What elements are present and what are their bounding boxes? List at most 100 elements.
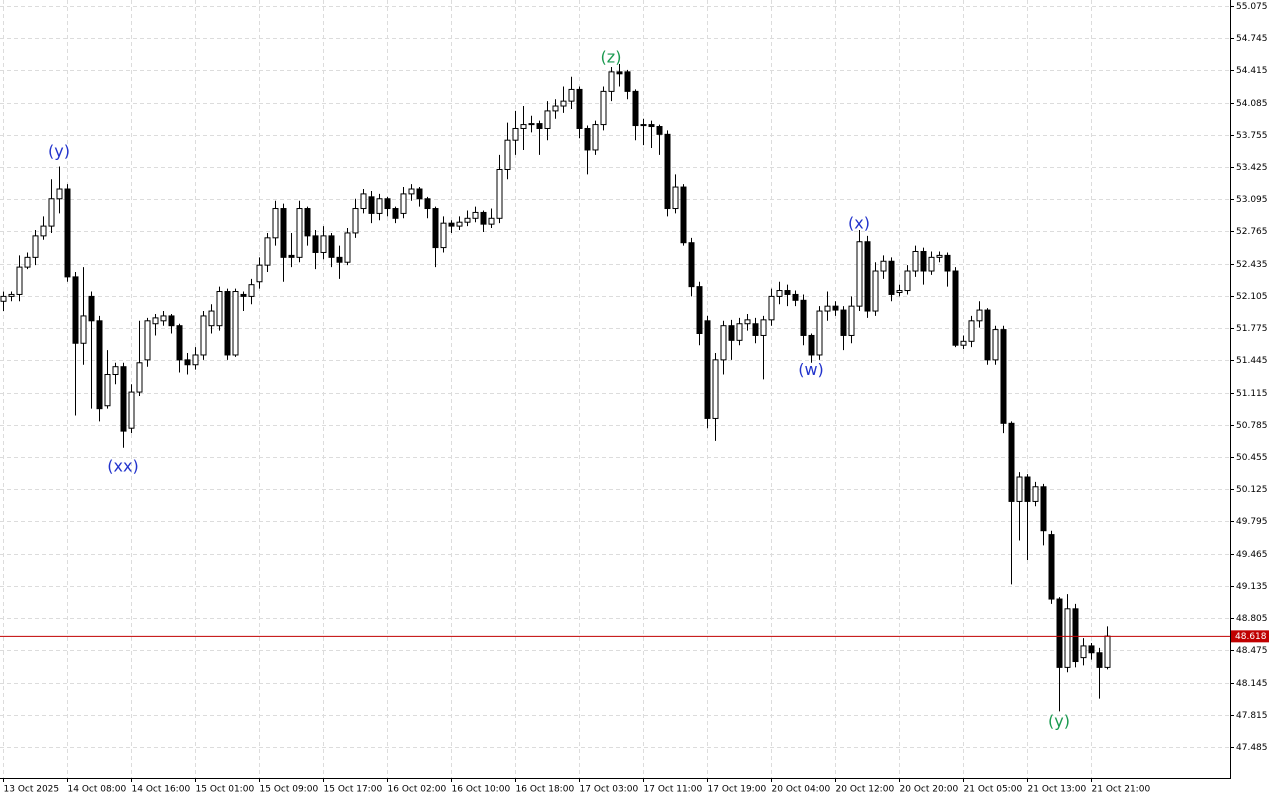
candle-body [576,88,583,129]
y-tick-label: 53.755 [1236,131,1268,141]
candle-body [920,250,927,272]
candle-body [680,186,687,244]
candle-body [1096,652,1103,668]
y-tick-label: 54.085 [1236,99,1268,109]
candle-body [96,320,103,410]
x-tick-label: 14 Oct 08:00 [68,785,127,795]
candle-body [280,208,287,258]
candle-body [336,256,343,263]
candle-body [536,123,543,129]
y-tick-label: 51.775 [1236,324,1268,334]
candle-body [752,323,759,336]
x-tick-label: 16 Oct 18:00 [516,785,575,795]
y-tick-label: 52.435 [1236,260,1268,270]
candle-body [112,366,119,376]
candle-body [904,270,911,292]
candle-body [776,290,783,297]
candle-body [600,90,607,126]
candle-body [376,198,383,214]
candle-body [1040,486,1047,532]
candle-body [224,291,231,356]
candle-body [1032,486,1039,502]
y-tick-label: 48.805 [1236,614,1268,624]
x-tick-label: 20 Oct 04:00 [772,785,831,795]
candle-body [144,320,151,361]
candle-body [408,188,415,195]
candle-body [104,374,111,407]
candle-body [504,139,511,170]
candle-body [1072,608,1079,663]
wave-label: (y) [1048,712,1070,731]
x-tick-label: 13 Oct 2025 [4,785,60,795]
candle-body [0,295,7,302]
x-tick-label: 15 Oct 01:00 [196,785,255,795]
y-tick-label: 49.465 [1236,550,1268,560]
candle-body [640,124,647,127]
candle-body [568,88,575,102]
candle-body [152,317,159,325]
candle-body [368,196,375,214]
candle-body [624,71,631,92]
candle-body [440,222,447,249]
candle-body [808,334,815,356]
candle-body [512,127,519,141]
candle-body [176,325,183,361]
candle-body [424,198,431,210]
candle-body [1104,635,1111,668]
candle-body [552,105,559,112]
candle-body [792,293,799,301]
x-tick-label: 20 Oct 20:00 [900,785,959,795]
x-tick-label: 17 Oct 11:00 [644,785,703,795]
candle-body [592,124,599,151]
candle-body [288,254,295,258]
candle-body [56,188,63,200]
candle-body [736,323,743,341]
candle-body [216,291,223,327]
candle-body [800,299,807,336]
candle-body [936,254,943,258]
candle-body [992,329,999,361]
candle-body [496,168,503,219]
candle-body [488,217,495,225]
candle-body [760,319,767,336]
candle-body [344,232,351,263]
x-tick-label: 14 Oct 16:00 [132,785,191,795]
candle-body [784,290,791,295]
candle-body [184,359,191,366]
candle-body [696,286,703,334]
candle-body [528,123,535,126]
candle-body [264,237,271,266]
candle-body [480,211,487,225]
candle-body [520,124,527,129]
candle-body [560,100,567,107]
candle-body [976,309,983,322]
candle-body [888,260,895,295]
candle-body [208,310,215,327]
candle-body [688,242,695,288]
candle-body [768,295,775,321]
candle-body [400,193,407,214]
candle-body [584,127,591,151]
candle-body [256,264,263,283]
candle-body [824,305,831,312]
current-price-tag [1231,630,1269,643]
candle-body [880,260,887,272]
candle-body [648,124,655,128]
candle-body [248,284,255,297]
candle-body [32,235,39,258]
candle-body [464,217,471,223]
candle-body [1048,534,1055,600]
wave-label: (x) [848,214,870,233]
candle-body [720,325,727,361]
candle-body [632,90,639,127]
candle-body [272,208,279,239]
candle-body [1080,645,1087,659]
candle-body [136,362,143,393]
y-tick-label: 47.815 [1236,711,1268,721]
candle-body [72,276,79,344]
candle-body [968,320,975,342]
candle-body [384,198,391,210]
candle-body [432,208,439,249]
candle-body [312,235,319,253]
candle-body [840,309,847,336]
